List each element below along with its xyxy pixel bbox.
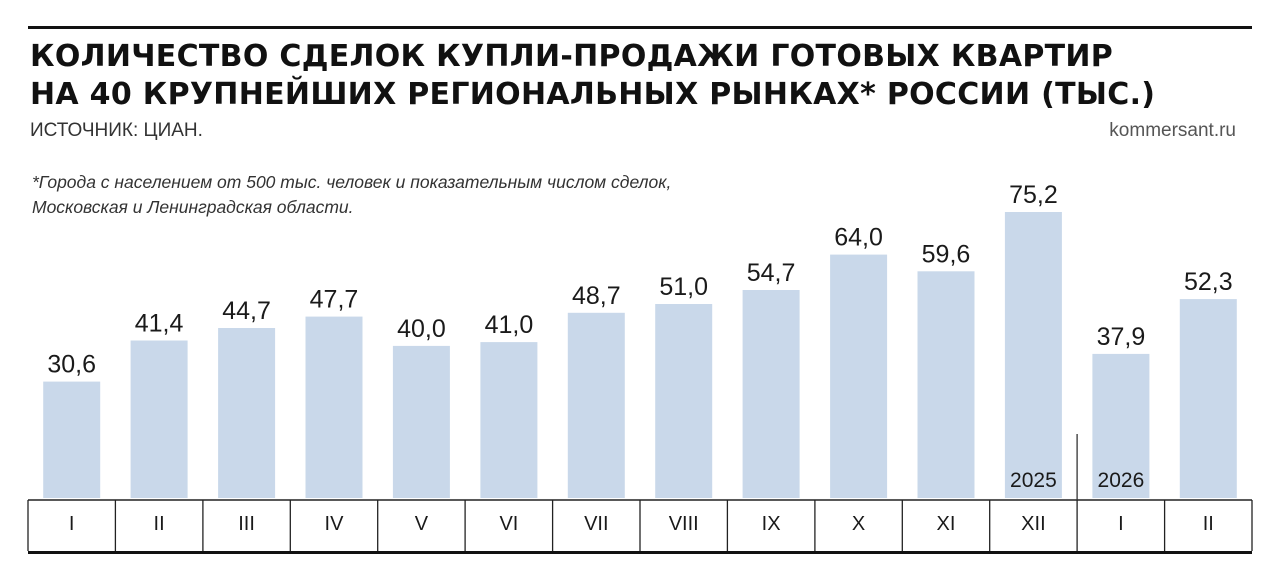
source-label: ИСТОЧНИК: ЦИАН. [30, 120, 203, 141]
bar-value-label-10: 64,0 [834, 224, 883, 252]
bar-value-label-14: 52,3 [1184, 268, 1233, 296]
x-tick-label-13: I [1118, 513, 1124, 535]
x-tick-label-11: XI [937, 513, 956, 535]
x-tick-label-8: VIII [669, 513, 699, 535]
x-tick-label-4: IV [325, 513, 345, 535]
x-tick-label-9: IX [762, 513, 781, 535]
bar-13 [1092, 353, 1150, 498]
chart-title-line-1: КОЛИЧЕСТВО СДЕЛОК КУПЛИ-ПРОДАЖИ ГОТОВЫХ … [30, 39, 1114, 74]
bar-6 [480, 342, 538, 498]
bar-5 [392, 345, 450, 498]
bar-9 [742, 290, 800, 498]
bar-value-label-2: 41,4 [135, 310, 184, 338]
bar-value-label-3: 44,7 [222, 297, 271, 325]
bar-value-label-5: 40,0 [397, 315, 446, 343]
bar-value-label-11: 59,6 [922, 240, 971, 268]
bar-value-label-13: 37,9 [1097, 323, 1146, 351]
year-label-2026: 2026 [1098, 469, 1145, 492]
site-label: kommersant.ru [1109, 120, 1236, 141]
bar-value-label-4: 47,7 [310, 286, 359, 314]
bar-3 [218, 328, 276, 498]
footnote-line-1: *Города с населением от 500 тыс. человек… [32, 172, 672, 192]
x-tick-label-12: XII [1021, 513, 1045, 535]
chart-title-line-2: НА 40 КРУПНЕЙШИХ РЕГИОНАЛЬНЫХ РЫНКАХ* РО… [30, 77, 1156, 112]
x-tick-label-3: III [238, 513, 255, 535]
bar-7 [567, 312, 625, 498]
bar-4 [305, 316, 363, 498]
bar-1 [43, 381, 101, 498]
bar-10 [830, 254, 888, 498]
bar-14 [1179, 299, 1237, 498]
bar-8 [655, 304, 713, 498]
footnote-line-2: Московская и Ленинградская области. [32, 197, 354, 217]
x-tick-label-6: VI [499, 513, 518, 535]
bar-value-label-6: 41,0 [485, 311, 534, 339]
year-label-2025: 2025 [1010, 469, 1057, 492]
top-rule [28, 26, 1252, 29]
bar-11 [917, 271, 975, 498]
bar-12 [1004, 212, 1062, 498]
x-tick-label-10: X [852, 513, 865, 535]
bar-value-label-7: 48,7 [572, 282, 621, 310]
bar-value-label-1: 30,6 [47, 351, 96, 379]
chart-title: КОЛИЧЕСТВО СДЕЛОК КУПЛИ-ПРОДАЖИ ГОТОВЫХ … [30, 38, 1250, 114]
footnote: *Города с населением от 500 тыс. человек… [32, 170, 792, 220]
bar-value-label-12: 75,2 [1009, 181, 1058, 209]
bar-2 [130, 340, 188, 498]
x-tick-label-2: II [154, 513, 165, 535]
bar-value-label-8: 51,0 [659, 273, 708, 301]
x-tick-label-14: II [1203, 513, 1214, 535]
x-tick-label-5: V [415, 513, 429, 535]
bar-value-label-9: 54,7 [747, 259, 796, 287]
x-tick-label-1: I [69, 513, 75, 535]
x-tick-label-7: VII [584, 513, 608, 535]
bottom-rule [28, 551, 1252, 554]
